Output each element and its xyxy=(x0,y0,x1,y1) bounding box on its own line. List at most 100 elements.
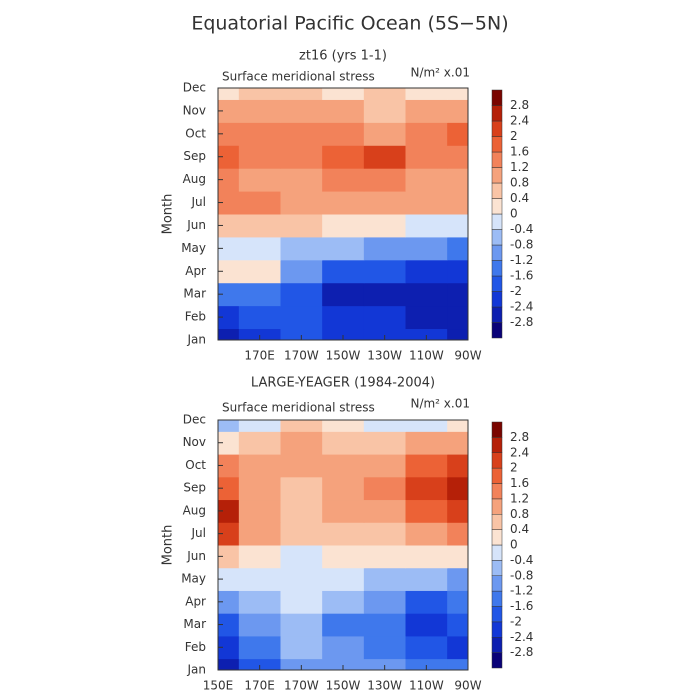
cell xyxy=(447,305,469,330)
colorbar-swatch xyxy=(491,637,503,653)
cell xyxy=(280,454,323,478)
cell xyxy=(405,635,448,660)
x-tick-label: 150W xyxy=(326,679,361,693)
colorbar-swatch xyxy=(491,244,503,261)
colorbar-swatch xyxy=(491,529,503,546)
cell xyxy=(280,145,323,169)
x-tick-label: 170E xyxy=(244,679,275,693)
cell xyxy=(405,236,448,261)
cell xyxy=(218,658,240,671)
cell xyxy=(405,658,448,671)
cell xyxy=(405,145,448,169)
cell xyxy=(447,590,469,614)
cell xyxy=(218,122,240,146)
cell xyxy=(363,635,406,660)
colorbar-swatch xyxy=(491,275,503,292)
cell xyxy=(280,420,323,432)
cell xyxy=(238,454,281,478)
cell xyxy=(280,522,323,546)
cell xyxy=(447,191,469,215)
cell xyxy=(447,168,469,192)
cell xyxy=(218,236,240,261)
cell xyxy=(322,658,365,671)
cell xyxy=(238,99,281,123)
colorbar-label: -1.6 xyxy=(510,599,533,613)
y-tick-label: Jul xyxy=(191,526,206,540)
x-tick-label: 110W xyxy=(409,349,444,363)
y-tick-label: Apr xyxy=(185,594,206,608)
y-tick-label: Aug xyxy=(183,172,206,186)
cell xyxy=(280,282,323,307)
cell xyxy=(363,476,406,501)
cell xyxy=(218,99,240,123)
cell xyxy=(405,499,448,523)
cell xyxy=(363,259,406,284)
colorbar-swatch xyxy=(491,198,503,215)
cell xyxy=(363,590,406,614)
cell xyxy=(405,522,448,546)
cell xyxy=(280,236,323,261)
cell xyxy=(363,567,406,591)
colorbar-swatch xyxy=(491,151,503,168)
cell xyxy=(218,476,240,501)
colorbar-swatch xyxy=(491,590,503,607)
colorbar-label: 1.6 xyxy=(510,145,529,159)
cell xyxy=(238,88,281,100)
cell xyxy=(218,590,240,614)
cell xyxy=(218,282,240,307)
cell xyxy=(363,191,406,215)
cell xyxy=(322,99,365,123)
cell xyxy=(447,88,469,100)
cell xyxy=(218,168,240,192)
y-axis-label: Month xyxy=(161,194,176,235)
colorbar-swatch xyxy=(491,213,503,230)
cell xyxy=(447,545,469,569)
cell xyxy=(280,305,323,330)
cell xyxy=(447,567,469,591)
cell xyxy=(447,236,469,261)
colorbar-label: -0.4 xyxy=(510,553,533,567)
colorbar-label: 2 xyxy=(510,461,518,475)
colorbar-swatch xyxy=(491,437,503,453)
cell xyxy=(322,522,365,546)
cell xyxy=(405,613,448,637)
cell xyxy=(218,145,240,169)
cell xyxy=(405,122,448,146)
colorbar-label: 2.8 xyxy=(510,430,529,444)
x-tick-label: 110W xyxy=(409,679,444,693)
y-tick-label: Dec xyxy=(183,413,206,427)
cell xyxy=(447,476,469,501)
cell xyxy=(447,122,469,146)
cell xyxy=(363,431,406,455)
colorbar-swatch xyxy=(491,514,503,530)
colorbar-swatch xyxy=(491,105,503,122)
cell xyxy=(218,259,240,284)
units: N/m² x.01 xyxy=(410,66,470,80)
x-tick-label: 90W xyxy=(454,679,481,693)
cell xyxy=(447,328,469,341)
y-tick-label: Nov xyxy=(183,103,206,117)
units: N/m² x.01 xyxy=(410,397,470,411)
cell xyxy=(280,214,323,238)
cell xyxy=(280,328,323,341)
cell xyxy=(447,499,469,523)
colorbar-label: 2.4 xyxy=(510,445,529,459)
cell xyxy=(218,305,240,330)
cell xyxy=(447,658,469,671)
cell xyxy=(447,613,469,637)
cell xyxy=(405,476,448,501)
colorbar-label: -2.8 xyxy=(510,315,533,329)
cell xyxy=(363,168,406,192)
colorbar-swatch xyxy=(491,421,503,438)
cell xyxy=(238,431,281,455)
y-tick-label: Dec xyxy=(183,81,206,95)
cell xyxy=(218,431,240,455)
colorbar-label: 0 xyxy=(510,538,518,552)
cell xyxy=(447,99,469,123)
colorbar-swatch xyxy=(491,306,503,323)
cell xyxy=(238,191,281,215)
colorbar-label: -0.8 xyxy=(510,568,533,582)
colorbar-label: 2 xyxy=(510,129,518,143)
cell xyxy=(363,613,406,637)
y-tick-label: Jul xyxy=(191,195,206,209)
